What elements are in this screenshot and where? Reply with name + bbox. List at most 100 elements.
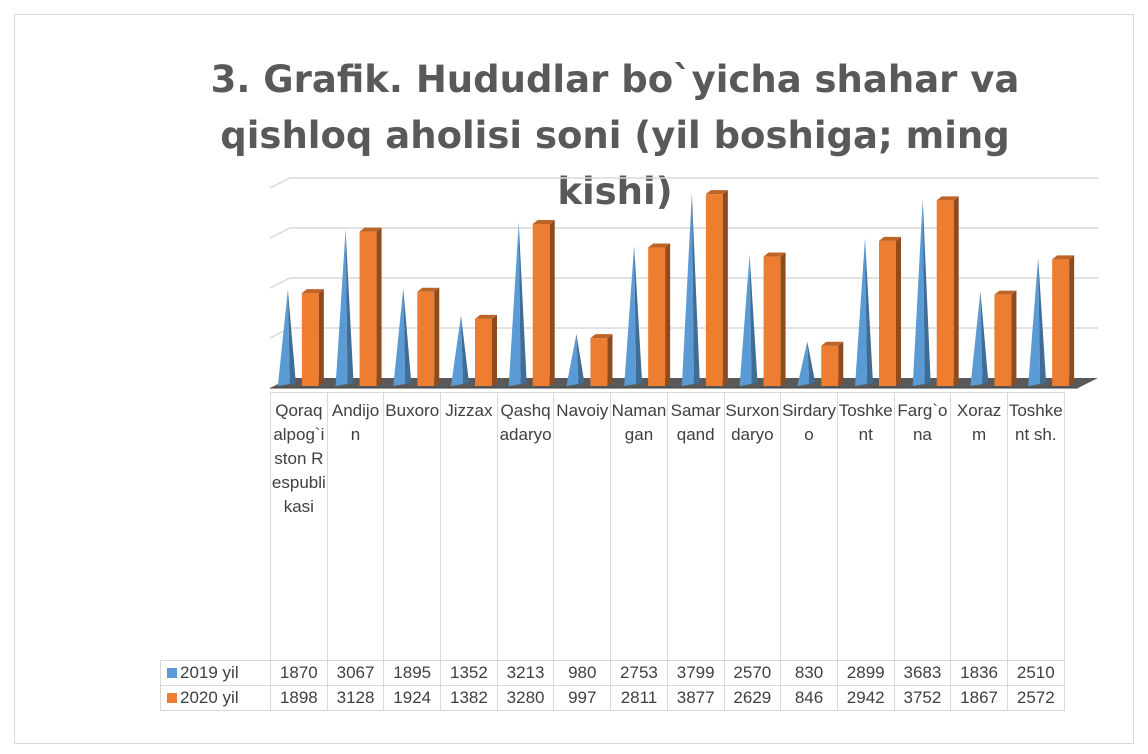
data-label: 830	[780, 660, 838, 686]
bar-top	[821, 341, 844, 346]
cone-face	[970, 291, 983, 386]
bar-top	[590, 334, 613, 339]
data-label: 3752	[893, 685, 952, 711]
grid-line	[269, 327, 1098, 339]
bar-front	[590, 338, 608, 386]
data-label: 2811	[610, 685, 668, 711]
bar	[417, 287, 440, 386]
data-label: 1867	[950, 685, 1008, 711]
bar-side	[780, 252, 786, 386]
bar-front	[475, 318, 492, 386]
legend-cell: 2020 yil	[160, 685, 271, 711]
cone-face	[1028, 257, 1041, 386]
cone-shade	[865, 238, 873, 384]
bar-top	[532, 220, 555, 224]
bar-side	[896, 236, 901, 386]
data-label: 3683	[893, 660, 952, 686]
bar-top	[301, 289, 324, 294]
cone-face	[797, 341, 810, 386]
bar	[879, 236, 901, 386]
bar-top	[417, 287, 440, 292]
bar	[475, 314, 497, 386]
cone-shade	[807, 341, 816, 384]
bar-side	[838, 341, 844, 386]
bar	[821, 341, 844, 386]
cone	[855, 238, 873, 386]
bar-front	[821, 345, 839, 386]
bar-front	[359, 231, 377, 386]
bar-front	[936, 200, 954, 386]
cone-shade	[518, 222, 527, 384]
data-label: 2942	[836, 685, 895, 711]
cone-shade	[922, 198, 931, 384]
data-label: 1836	[950, 660, 1008, 686]
bar-top	[994, 290, 1017, 295]
cone-face	[508, 222, 521, 386]
legend-swatch	[167, 668, 177, 678]
legend-label: 2020 yil	[180, 688, 239, 707]
bar-side	[492, 314, 497, 386]
bar-front	[1052, 259, 1070, 386]
cone-face	[566, 334, 579, 386]
cone	[912, 198, 931, 386]
bar-front	[763, 256, 781, 386]
legend-swatch	[167, 693, 177, 703]
data-label: 1895	[383, 660, 442, 686]
data-label: 3128	[326, 685, 385, 711]
data-label: 2899	[836, 660, 895, 686]
cone-shade	[980, 291, 989, 384]
cone	[393, 288, 412, 386]
cone-shade	[345, 229, 354, 384]
cone-shade	[287, 289, 296, 384]
bar-top	[648, 243, 671, 248]
bar	[936, 196, 959, 386]
bar-front	[417, 291, 435, 386]
chart-title: 3. Grafik. Hududlar bo`yicha shahar va q…	[210, 58, 1020, 213]
bar-top	[763, 252, 786, 257]
category-label: Samarqand	[666, 392, 725, 661]
blank-cell	[160, 392, 271, 661]
bar-top	[936, 196, 959, 201]
cone-face	[739, 254, 752, 386]
category-label: Buxoro	[383, 392, 442, 661]
bar-top	[879, 236, 901, 241]
data-label: 3067	[326, 660, 385, 686]
data-label: 3280	[496, 685, 555, 711]
cone-shade	[691, 193, 700, 384]
data-label: 3799	[666, 660, 725, 686]
bar-side	[1011, 290, 1017, 386]
bar	[301, 289, 324, 386]
bar-side	[722, 190, 728, 386]
chart-frame	[14, 14, 1134, 744]
category-label: Jizzax	[440, 392, 498, 661]
category-label: Navoiy	[553, 392, 612, 661]
category-label: Xorazm	[950, 392, 1008, 661]
series-row: 2019 yil 1870 3067 1895 1352 3213 980 2753 3799 2…	[160, 660, 1065, 686]
bar-top	[1052, 255, 1075, 260]
cone	[1028, 257, 1047, 386]
data-label: 2572	[1006, 685, 1065, 711]
bar-front	[648, 247, 666, 386]
cone	[451, 315, 469, 386]
cone-shade	[1038, 257, 1047, 384]
cone	[624, 245, 643, 386]
category-label: Qoraqalpog`iston Respublikasi	[270, 392, 328, 661]
cone	[335, 229, 354, 386]
category-label: Qashqadaryo	[496, 392, 555, 661]
bar	[590, 334, 613, 386]
cone	[508, 222, 527, 386]
bar-side	[1069, 255, 1075, 386]
data-label: 1898	[270, 685, 328, 711]
data-label: 2570	[723, 660, 782, 686]
cone	[566, 334, 585, 386]
bar-side	[607, 334, 613, 386]
bar-front	[879, 240, 896, 386]
data-label: 1924	[383, 685, 442, 711]
cone	[681, 193, 700, 386]
bar	[359, 227, 382, 386]
data-label: 3877	[666, 685, 725, 711]
bar-front	[301, 293, 319, 386]
bar	[763, 252, 786, 386]
cone-shade	[461, 315, 469, 384]
